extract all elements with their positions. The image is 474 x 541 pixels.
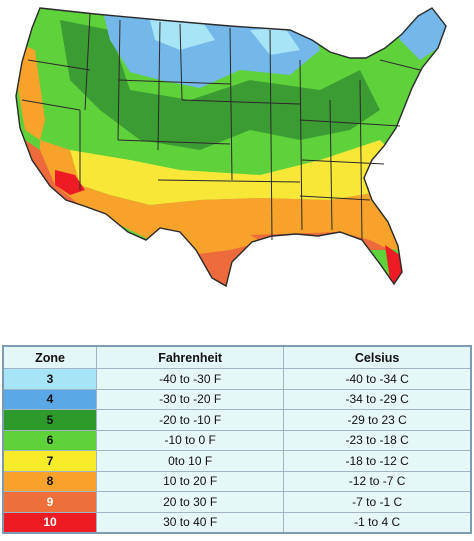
fahrenheit-range: 10 to 20 F	[95, 470, 285, 492]
fahrenheit-range: -40 to -30 F	[95, 368, 285, 390]
celsius-column-header: Celsius	[283, 345, 472, 369]
zone-swatch: 4	[2, 388, 97, 410]
zone-swatch: 6	[2, 429, 97, 451]
fahrenheit-range: 30 to 40 F	[95, 511, 285, 534]
us-map-svg	[15, 7, 447, 288]
legend-row-zone-3: 3 -40 to -30 F -40 to -34 C	[2, 368, 472, 390]
celsius-range: -1 to 4 C	[283, 511, 472, 534]
zone-3-region-2	[250, 28, 300, 55]
celsius-range: -23 to -18 C	[283, 429, 472, 451]
celsius-range: -12 to -7 C	[283, 470, 472, 492]
zone-swatch: 3	[2, 368, 97, 390]
celsius-range: -40 to -34 C	[283, 368, 472, 390]
legend-row-zone-9: 9 20 to 30 F -7 to -1 C	[2, 491, 472, 513]
legend-header-row: Zone Fahrenheit Celsius	[2, 345, 472, 369]
usda-hardiness-zone-map	[15, 7, 447, 288]
zone-swatch: 7	[2, 450, 97, 472]
zone-swatch: 9	[2, 491, 97, 513]
zone-3-region	[150, 18, 215, 50]
zone-5-region	[60, 20, 380, 150]
celsius-range: -29 to 23 C	[283, 409, 472, 431]
celsius-range: -7 to -1 C	[283, 491, 472, 513]
fahrenheit-range: -10 to 0 F	[95, 429, 285, 451]
legend-row-zone-6: 6 -10 to 0 F -23 to -18 C	[2, 429, 472, 451]
state-borders	[15, 7, 447, 288]
zone-column-header: Zone	[2, 345, 97, 369]
legend-row-zone-10: 10 30 to 40 F -1 to 4 C	[2, 511, 472, 534]
celsius-range: -34 to -29 C	[283, 388, 472, 410]
legend-row-zone-4: 4 -30 to -20 F -34 to -29 C	[2, 388, 472, 410]
zone-swatch: 8	[2, 470, 97, 492]
zone-7-region	[70, 140, 400, 205]
zone-10-region-ca	[55, 170, 85, 195]
legend-row-zone-7: 7 0to 10 F -18 to -12 C	[2, 450, 472, 472]
legend-row-zone-8: 8 10 to 20 F -12 to -7 C	[2, 470, 472, 492]
zone-swatch: 10	[2, 511, 97, 534]
zone-legend-table: Zone Fahrenheit Celsius 3 -40 to -30 F -40…	[2, 345, 472, 534]
zone-9-region-tx	[190, 245, 250, 286]
fahrenheit-range: 20 to 30 F	[95, 491, 285, 513]
legend-row-zone-5: 5 -20 to -10 F -29 to 23 C	[2, 409, 472, 431]
fahrenheit-range: -20 to -10 F	[95, 409, 285, 431]
zone-swatch: 5	[2, 409, 97, 431]
zone-fills	[16, 8, 446, 286]
fahrenheit-range: -30 to -20 F	[95, 388, 285, 410]
celsius-range: -18 to -12 C	[283, 450, 472, 472]
fahrenheit-column-header: Fahrenheit	[95, 345, 285, 369]
fahrenheit-range: 0to 10 F	[95, 450, 285, 472]
